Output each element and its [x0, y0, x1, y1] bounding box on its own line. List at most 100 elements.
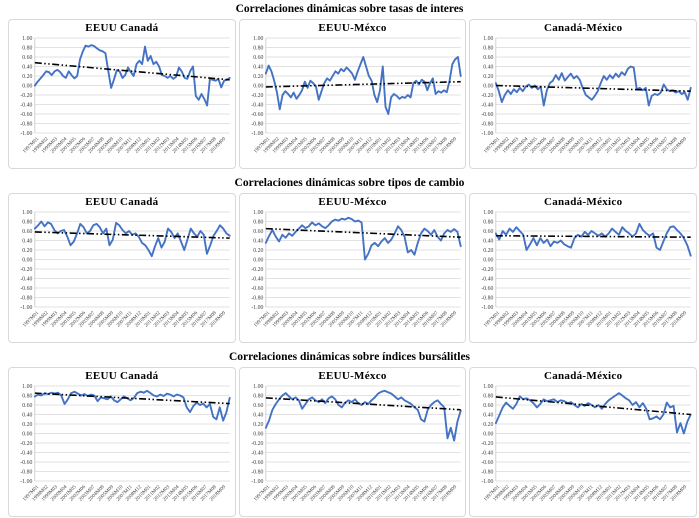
y-tick-label: 0.20: [253, 74, 263, 80]
y-tick-label: -0.20: [20, 267, 32, 273]
y-tick-label: -1.00: [482, 479, 494, 485]
y-tick-label: 0.40: [253, 64, 263, 70]
chart-title: Canadá-México: [543, 370, 623, 382]
y-tick-label: -0.80: [20, 121, 32, 127]
y-tick-label: 0.80: [253, 393, 263, 399]
correlation-series-line: [33, 44, 231, 107]
y-tick-label: -0.20: [20, 93, 32, 99]
chart-panel-row1-col1: EEUU Canadá 1.00 0.80 0.60 0.40 0.20 0.00 -0.2…: [8, 19, 236, 169]
y-tick-label: -1.00: [20, 479, 32, 485]
y-tick-label: 0.60: [253, 229, 263, 235]
y-tick-label: 0.00: [253, 431, 263, 437]
y-tick-label: -0.40: [482, 102, 494, 108]
trend-line: [265, 397, 461, 411]
y-tick-label: -0.20: [251, 93, 263, 99]
y-tick-label: -1.00: [251, 305, 263, 311]
y-tick-label: 1.00: [253, 384, 263, 390]
y-tick-label: 0.60: [253, 55, 263, 61]
y-tick-label: -0.80: [482, 121, 494, 127]
correlation-plot: 1.00 0.80 0.60 0.40 0.20 0.00 -0.20 -0.40 -0.60 -…: [20, 384, 231, 503]
y-tick-label: 0.60: [484, 55, 494, 61]
trend-line: [265, 227, 461, 238]
y-tick-label: 0.00: [484, 257, 494, 263]
y-tick-label: 0.60: [484, 403, 494, 409]
section-exchange-rates: Correlaciones dinámicas sobre tipos de c…: [0, 174, 699, 343]
y-tick-label: 0.00: [484, 431, 494, 437]
y-tick-label: -0.60: [482, 460, 494, 466]
section-title-exchange-rates: Correlaciones dinámicas sobre tipos de c…: [234, 177, 465, 189]
y-tick-label: -1.00: [251, 479, 263, 485]
chart-title: EEUU-Méxco: [318, 22, 387, 34]
y-tick-label: 0.40: [22, 412, 32, 418]
y-tick-label: -1.00: [251, 131, 263, 137]
y-tick-label: -0.20: [20, 441, 32, 447]
correlation-plot: 1.00 0.80 0.60 0.40 0.20 0.00 -0.20 -0.40 -0.60 -…: [251, 384, 462, 503]
charts-row-stock-indices: EEUU Canadá 1.00 0.80 0.60 0.40 0.20 0.00 -0.2…: [0, 367, 699, 517]
y-tick-label: 0.60: [253, 403, 263, 409]
correlation-series-line: [495, 392, 692, 435]
y-tick-label: -0.60: [20, 460, 32, 466]
y-tick-label: -0.20: [251, 441, 263, 447]
correlation-plot: 1.00 0.80 0.60 0.40 0.20 0.00 -0.20 -0.40 -0.60 -…: [251, 210, 462, 329]
chart-panel-row2-col1: EEUU Canadá 1.00 0.80 0.60 0.40 0.20 0.00 -0.2…: [8, 193, 236, 343]
y-tick-label: -0.20: [482, 93, 494, 99]
trend-line: [34, 61, 230, 81]
y-tick-label: -0.40: [251, 276, 263, 282]
y-tick-label: 0.40: [484, 64, 494, 70]
chart-title: Canadá-México: [543, 22, 623, 34]
y-tick-label: 1.00: [484, 210, 494, 216]
correlation-plot: 1.00 0.80 0.60 0.40 0.20 0.00 -0.20 -0.40 -0.60 -…: [482, 384, 692, 503]
trend-line: [34, 392, 230, 405]
y-tick-label: 0.00: [253, 83, 263, 89]
correlation-plot: 1.00 0.80 0.60 0.40 0.20 0.00 -0.20 -0.40 -0.60 -…: [482, 36, 692, 155]
y-tick-label: -0.80: [251, 295, 263, 301]
chart-title: EEUU-Méxco: [318, 370, 387, 382]
y-tick-label: 0.00: [484, 83, 494, 89]
y-tick-label: 0.00: [22, 257, 32, 263]
y-tick-label: 0.80: [484, 219, 494, 225]
chart-title: EEUU Canadá: [85, 22, 159, 34]
chart-panel-row2-col3: Canadá-México 1.00 0.80 0.60 0.40 0.20 0.00 -0…: [469, 193, 698, 343]
correlation-plot: 1.00 0.80 0.60 0.40 0.20 0.00 -0.20 -0.40 -0.60 -…: [20, 210, 231, 329]
y-tick-label: -1.00: [20, 305, 32, 311]
y-tick-label: 1.00: [22, 210, 32, 216]
charts-row-interest-rates: EEUU Canadá 1.00 0.80 0.60 0.40 0.20 0.00 -0.2…: [0, 19, 699, 169]
y-tick-label: 0.40: [484, 238, 494, 244]
charts-row-exchange-rates: EEUU Canadá 1.00 0.80 0.60 0.40 0.20 0.00 -0.2…: [0, 193, 699, 343]
chart-panel-row1-col3: Canadá-México 1.00 0.80 0.60 0.40 0.20 0.00 -0…: [469, 19, 698, 169]
section-title-interest-rates: Correlaciones dinámicas sobre tasas de i…: [235, 3, 464, 15]
correlation-series-line: [264, 56, 462, 115]
y-tick-label: -0.80: [20, 295, 32, 301]
y-tick-label: 0.40: [253, 238, 263, 244]
y-tick-label: -0.40: [251, 450, 263, 456]
y-tick-label: 1.00: [22, 36, 32, 42]
y-tick-label: -0.60: [482, 286, 494, 292]
y-tick-label: 0.20: [22, 74, 32, 80]
chart-title: Canadá-México: [543, 196, 623, 208]
trend-line: [496, 234, 692, 238]
y-tick-label: -0.40: [482, 450, 494, 456]
correlation-series-line: [495, 222, 692, 257]
y-tick-label: 0.80: [253, 219, 263, 225]
y-tick-label: 0.60: [22, 55, 32, 61]
y-tick-label: -0.40: [482, 276, 494, 282]
correlation-series-line: [264, 389, 462, 442]
y-tick-label: -1.00: [20, 131, 32, 137]
chart-panel-row3-col1: EEUU Canadá 1.00 0.80 0.60 0.40 0.20 0.00 -0.2…: [8, 367, 236, 517]
y-tick-label: -0.80: [20, 469, 32, 475]
chart-panel-row1-col2: EEUU-Méxco 1.00 0.80 0.60 0.40 0.20 0.00 -0.20…: [238, 19, 467, 169]
y-tick-label: 0.60: [22, 229, 32, 235]
y-tick-label: 0.20: [484, 74, 494, 80]
y-tick-label: 0.40: [22, 238, 32, 244]
y-tick-label: -0.20: [482, 267, 494, 273]
y-tick-label: -0.40: [20, 276, 32, 282]
y-tick-label: 1.00: [22, 384, 32, 390]
chart-title: EEUU Canadá: [85, 370, 159, 382]
y-tick-label: 0.20: [484, 422, 494, 428]
y-tick-label: 1.00: [253, 36, 263, 42]
y-tick-label: 0.00: [253, 257, 263, 263]
y-tick-label: -0.20: [251, 267, 263, 273]
section-interest-rates: Correlaciones dinámicas sobre tasas de i…: [0, 0, 699, 169]
correlation-series-line: [495, 65, 692, 107]
y-tick-label: -0.20: [482, 441, 494, 447]
